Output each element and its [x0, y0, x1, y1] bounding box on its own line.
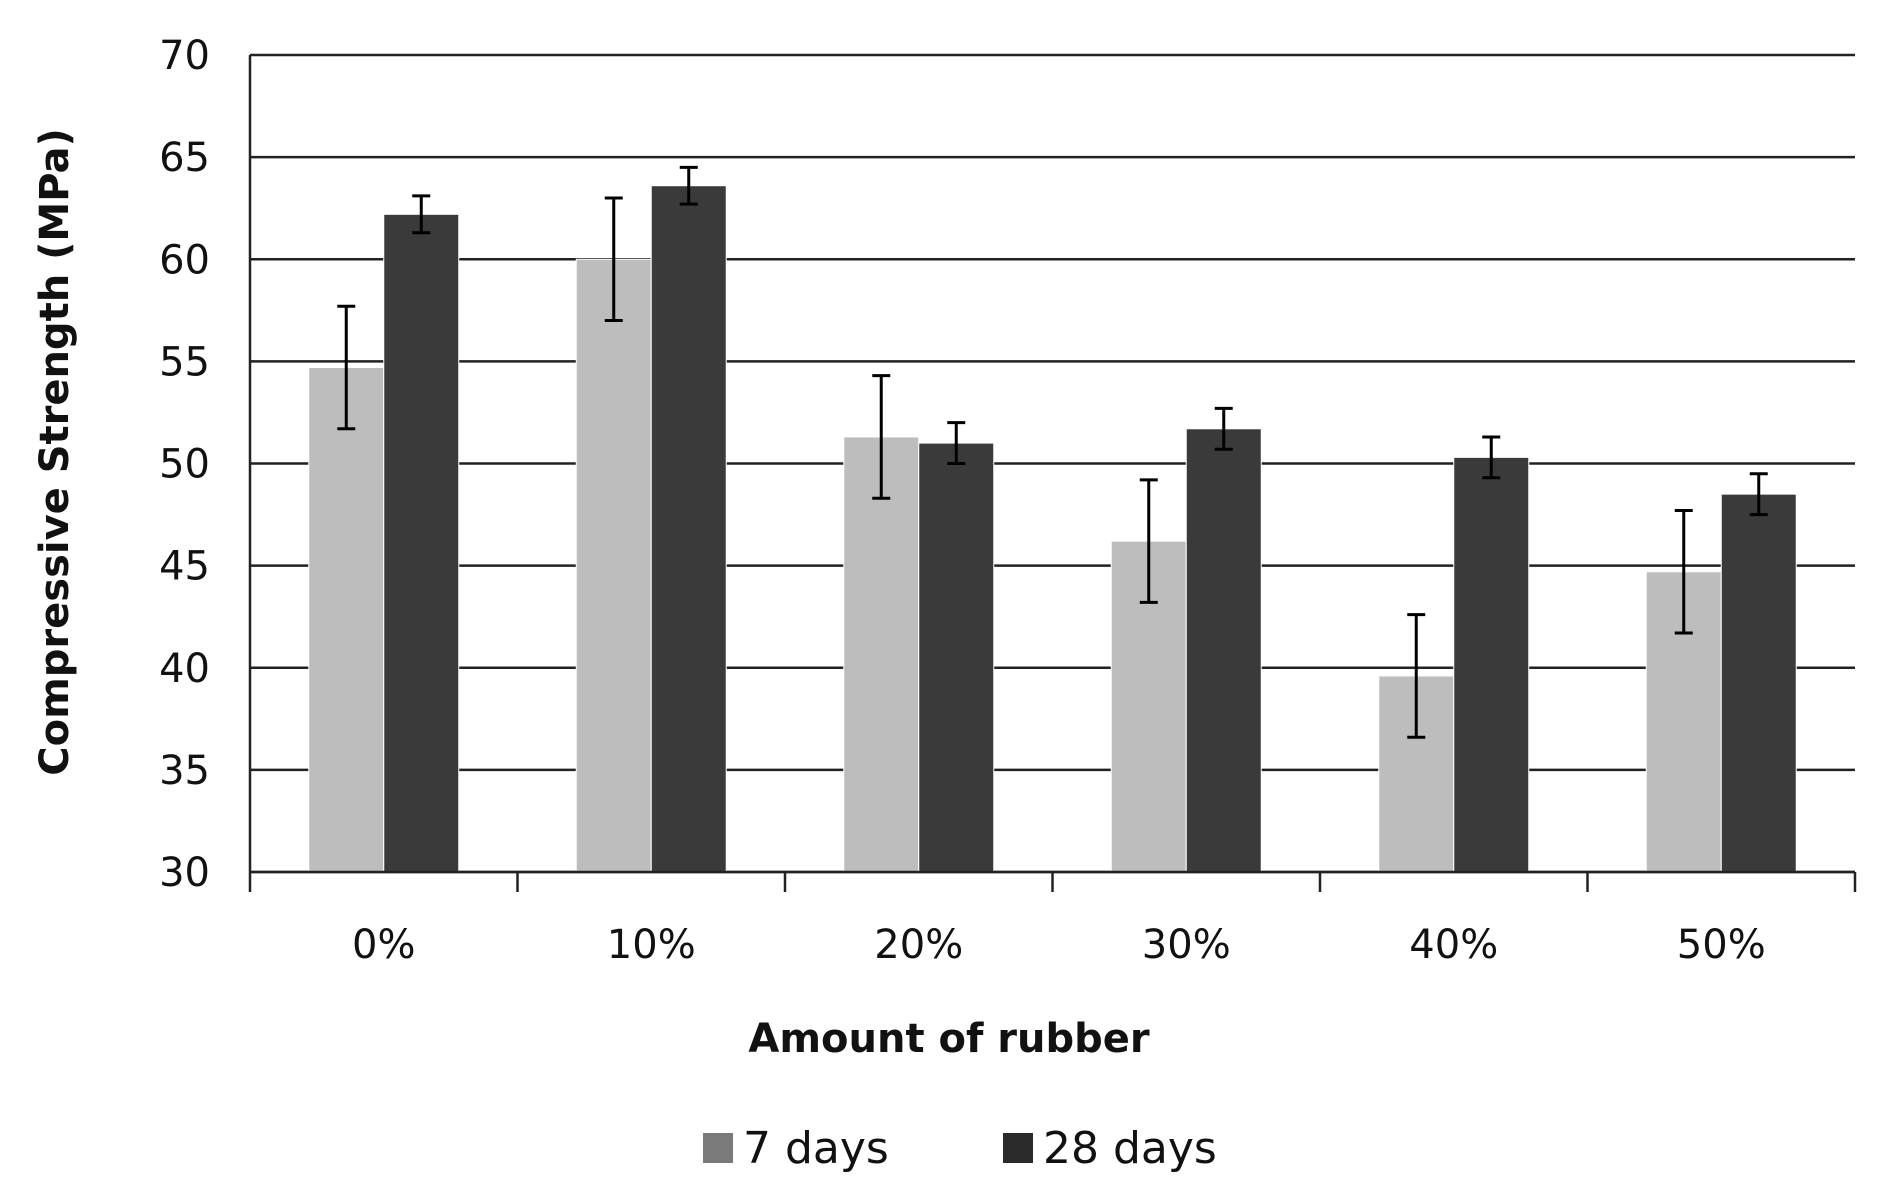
error-bar-0-3: [1139, 478, 1158, 604]
y-tick-label-65: 65: [159, 135, 210, 181]
y-tick-label-30: 30: [159, 850, 210, 896]
x-axis-title: Amount of rubber: [748, 1016, 1150, 1062]
legend-label-1: 28 days: [1043, 1123, 1217, 1174]
y-tick-labels: 30 35 40 45 50 55 60 65 70: [159, 33, 210, 896]
bar-1-4: [1453, 456, 1530, 873]
y-tick-label-40: 40: [159, 646, 210, 692]
bar-0-0: [308, 367, 385, 873]
x-tick-label-1: 10%: [607, 922, 696, 968]
bar-1-5: [1720, 493, 1797, 873]
y-tick-label-55: 55: [159, 339, 210, 385]
y-tick-label-60: 60: [159, 237, 210, 283]
bar-1-3: [1185, 428, 1262, 873]
axes: [248, 55, 1857, 892]
bars: [308, 185, 1797, 873]
bar-1-2: [918, 442, 995, 873]
y-tick-label-35: 35: [159, 748, 210, 794]
x-tick-label-4: 40%: [1409, 922, 1498, 968]
error-bar-1-0: [412, 194, 431, 235]
grid-lines: [250, 53, 1855, 874]
legend-item-1: 28 days: [1003, 1123, 1217, 1174]
error-bar-1-2: [947, 421, 966, 465]
error-bar-0-1: [604, 196, 623, 323]
y-tick-label-45: 45: [159, 544, 210, 590]
error-bar-0-4: [1407, 613, 1426, 739]
y-tick-label-50: 50: [159, 442, 210, 488]
bar-0-2: [843, 436, 920, 873]
error-bar-1-5: [1749, 472, 1768, 517]
error-bar-0-5: [1674, 508, 1693, 635]
bar-1-0: [383, 213, 460, 873]
legend-swatch-1: [1003, 1133, 1033, 1163]
bar-1-1: [650, 185, 727, 873]
x-tick-label-5: 50%: [1677, 922, 1766, 968]
legend-label-0: 7 days: [743, 1123, 889, 1174]
legend-swatch-0: [703, 1133, 733, 1163]
error-bars: [337, 165, 1768, 739]
legend: 7 days 28 days: [703, 1123, 1217, 1174]
legend-item-0: 7 days: [703, 1123, 889, 1174]
error-bar-0-2: [872, 374, 891, 500]
error-bar-0-0: [337, 304, 356, 431]
error-bar-1-4: [1482, 435, 1501, 480]
x-tick-label-3: 30%: [1142, 922, 1231, 968]
y-axis-title: Compressive Strength (MPa): [32, 128, 78, 775]
error-bar-1-1: [679, 165, 698, 206]
y-tick-label-70: 70: [159, 33, 210, 79]
x-tick-labels: 0% 10% 20% 30% 40% 50%: [352, 922, 1766, 968]
x-tick-label-2: 20%: [874, 922, 963, 968]
x-tick-label-0: 0%: [352, 922, 415, 968]
error-bar-1-3: [1214, 406, 1233, 451]
bar-0-1: [575, 258, 652, 873]
